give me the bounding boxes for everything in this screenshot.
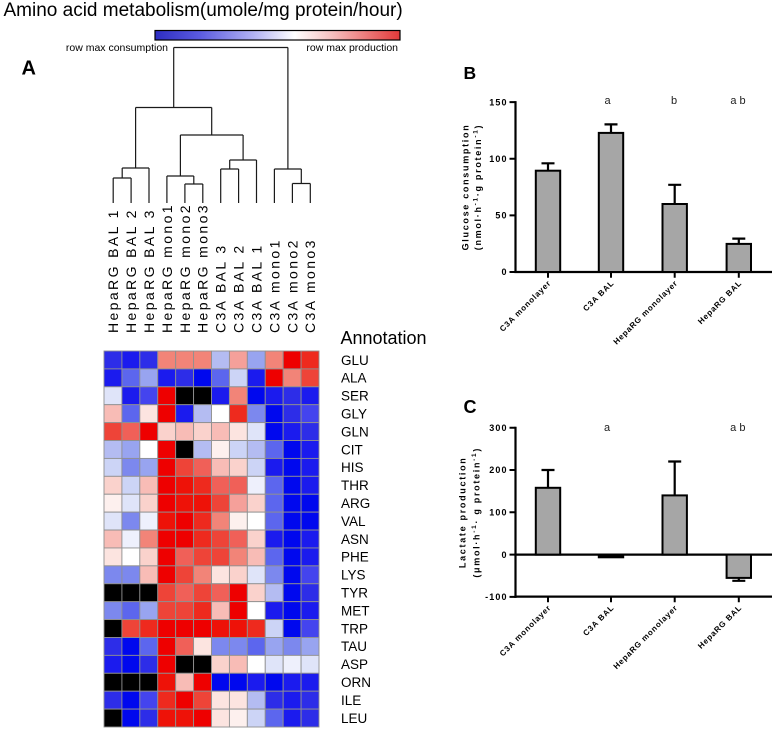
svg-text:GLY: GLY [341, 407, 367, 422]
svg-text:ARG: ARG [341, 496, 370, 511]
svg-text:C3A BAL 1: C3A BAL 1 [248, 243, 264, 333]
svg-text:300: 300 [489, 423, 507, 433]
svg-text:VAL: VAL [341, 514, 366, 529]
svg-text:ASN: ASN [341, 532, 369, 547]
svg-text:B: B [464, 63, 477, 83]
svg-text:CIT: CIT [341, 442, 363, 457]
svg-text:TAU: TAU [341, 639, 367, 654]
svg-text:HepaRG BAL 2: HepaRG BAL 2 [123, 208, 139, 333]
svg-text:HIS: HIS [341, 460, 364, 475]
svg-text:A: A [22, 58, 36, 80]
svg-text:HepaRG BAL 3: HepaRG BAL 3 [141, 208, 157, 333]
svg-text:200: 200 [489, 465, 507, 475]
svg-text:C3A BAL 3: C3A BAL 3 [213, 243, 229, 333]
svg-text:b: b [671, 95, 677, 107]
svg-text:Annotation: Annotation [341, 328, 427, 348]
svg-text:150: 150 [489, 97, 507, 107]
svg-text:C3A mono3: C3A mono3 [302, 238, 318, 333]
svg-text:THR: THR [341, 478, 369, 493]
svg-text:row max consumption: row max consumption [66, 42, 168, 54]
svg-text:SER: SER [341, 389, 369, 404]
svg-text:a b: a b [730, 95, 745, 107]
svg-text:HepaRG mono2: HepaRG mono2 [177, 203, 193, 333]
svg-text:row max production: row max production [306, 42, 398, 54]
svg-text:GLU: GLU [341, 353, 369, 368]
svg-text:ASP: ASP [341, 657, 368, 672]
svg-text:MET: MET [341, 603, 370, 618]
svg-text:GLN: GLN [341, 424, 369, 439]
svg-text:Glucose consumption: Glucose consumption [461, 124, 471, 251]
svg-text:LYS: LYS [341, 568, 366, 583]
svg-text:a: a [604, 95, 611, 107]
svg-text:-100: -100 [485, 592, 507, 602]
svg-text:HepaRG mono1: HepaRG mono1 [159, 203, 175, 333]
svg-text:50: 50 [495, 211, 507, 221]
svg-text:Lactate production: Lactate production [458, 456, 468, 568]
svg-text:HepaRG BAL 1: HepaRG BAL 1 [105, 208, 121, 333]
svg-text:100: 100 [489, 508, 507, 518]
svg-text:ALA: ALA [341, 371, 367, 386]
svg-text:a: a [604, 422, 611, 434]
svg-text:PHE: PHE [341, 550, 369, 565]
svg-text:LEU: LEU [341, 711, 367, 726]
svg-text:C: C [464, 397, 477, 417]
svg-text:ILE: ILE [341, 693, 361, 708]
svg-text:(μmol·h-1· g protein-1): (μmol·h-1· g protein-1) [471, 447, 482, 578]
svg-text:100: 100 [489, 154, 507, 164]
svg-text:C3A mono2: C3A mono2 [284, 238, 300, 333]
svg-text:ORN: ORN [341, 675, 371, 690]
svg-text:a b: a b [730, 422, 745, 434]
svg-text:C3A mono1: C3A mono1 [266, 238, 282, 333]
svg-text:0: 0 [501, 550, 507, 560]
svg-text:(nmol·h-1·g protein-1): (nmol·h-1·g protein-1) [473, 124, 484, 250]
svg-text:TYR: TYR [341, 586, 368, 601]
svg-text:C3A BAL 2: C3A BAL 2 [231, 243, 247, 333]
svg-text:Amino acid metabolism(umole/mg: Amino acid metabolism(umole/mg protein/h… [4, 0, 403, 21]
svg-text:HepaRG mono3: HepaRG mono3 [195, 203, 211, 333]
svg-text:TRP: TRP [341, 621, 368, 636]
svg-text:0: 0 [501, 267, 507, 277]
